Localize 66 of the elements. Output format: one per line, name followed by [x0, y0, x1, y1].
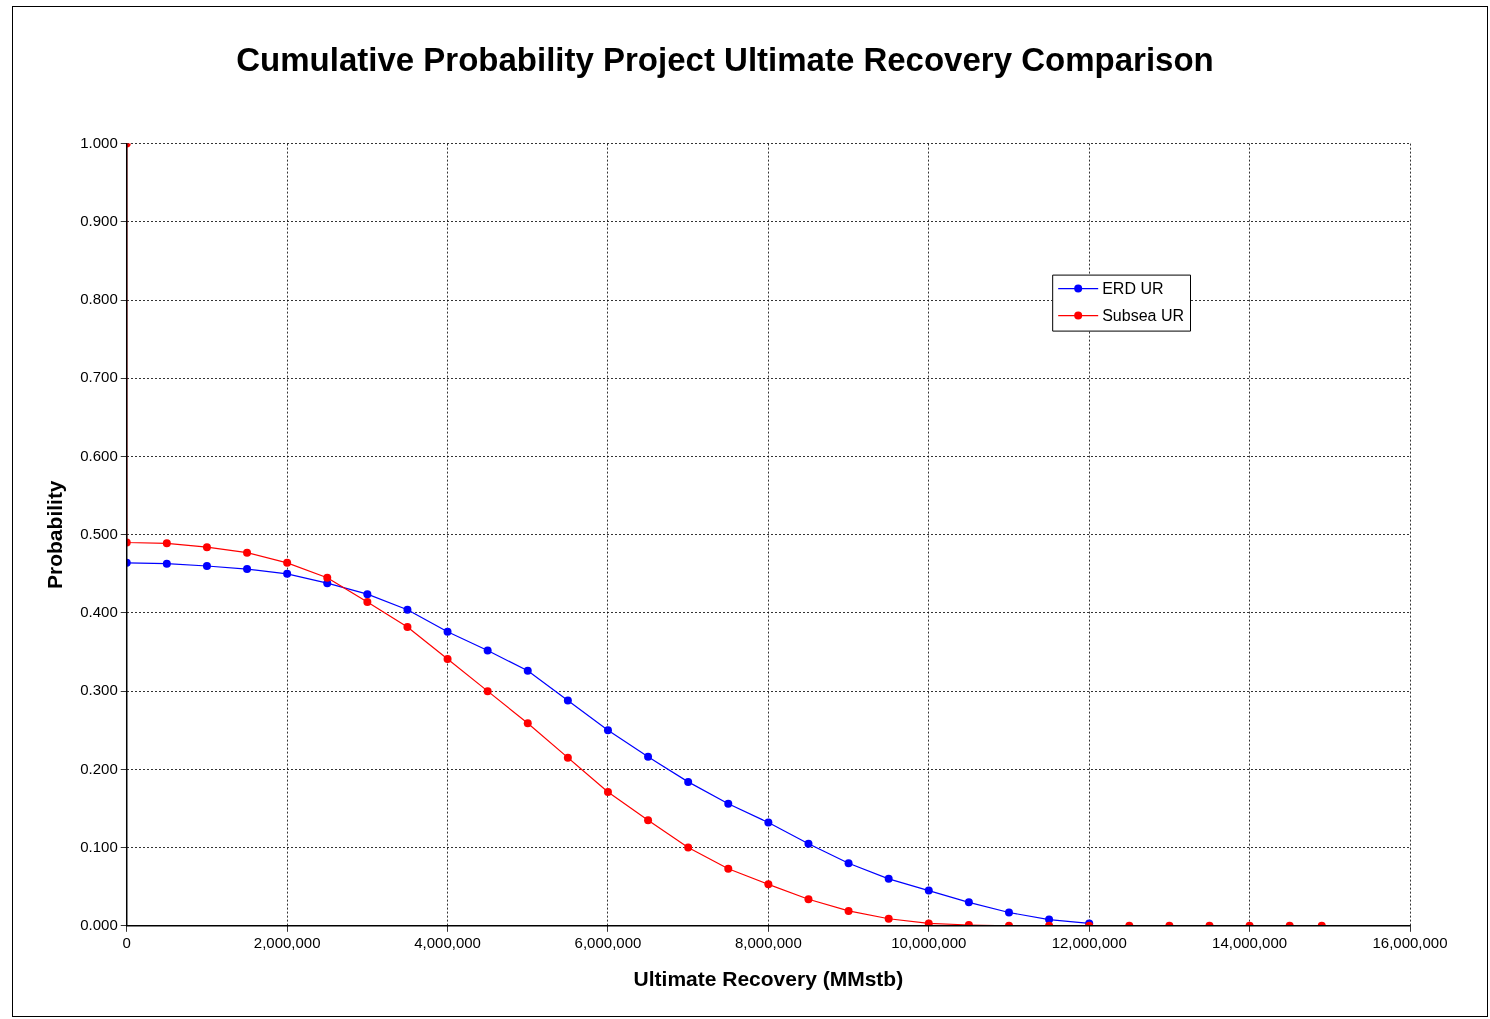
y-axis-title: Probability: [43, 480, 67, 589]
legend-label: ERD UR: [1102, 280, 1164, 298]
point: [804, 839, 813, 848]
point: [844, 906, 853, 915]
point: [202, 561, 211, 570]
point: [243, 565, 252, 574]
x-tick-label: 16,000,000: [1372, 933, 1448, 951]
point: [924, 886, 933, 895]
point: [443, 627, 452, 636]
x-tick-label: 4,000,000: [414, 933, 481, 951]
point: [443, 655, 452, 664]
point: [483, 646, 492, 655]
x-tick-label: 0: [122, 933, 131, 951]
y-tick-label: 1.000: [80, 133, 118, 151]
point: [403, 605, 412, 614]
point: [323, 573, 332, 582]
point: [483, 687, 492, 696]
y-tick-label: 0.100: [80, 837, 118, 855]
point: [844, 859, 853, 868]
point: [644, 752, 653, 761]
point: [202, 543, 211, 552]
x-tick-label: 6,000,000: [574, 933, 642, 951]
point: [684, 843, 693, 852]
y-tick-label: 0.000: [80, 915, 118, 933]
point: [804, 895, 813, 904]
y-tick-label: 0.700: [80, 368, 118, 386]
point: [884, 914, 893, 923]
point: [1004, 908, 1013, 917]
point: [363, 590, 372, 599]
point: [162, 559, 171, 568]
x-axis-title: Ultimate Recovery (MMstb): [633, 967, 904, 991]
point: [363, 597, 372, 606]
point: [684, 777, 693, 786]
point: [243, 548, 252, 557]
point: [162, 539, 171, 548]
point: [563, 753, 572, 762]
point: [884, 874, 893, 883]
point: [523, 666, 532, 675]
point: [764, 880, 773, 889]
point: [603, 788, 612, 797]
y-tick-label: 0.200: [80, 759, 118, 777]
y-tick-label: 0.900: [80, 211, 118, 229]
point: [603, 726, 612, 735]
y-tick-label: 0.500: [80, 524, 118, 542]
y-tick-label: 0.300: [80, 681, 118, 699]
point: [964, 898, 973, 907]
x-tick-label: 14,000,000: [1212, 933, 1288, 951]
x-tick-label: 8,000,000: [735, 933, 802, 951]
chart-title: Cumulative Probability Project Ultimate Recovery Comparison: [236, 40, 1214, 78]
point: [644, 816, 653, 825]
x-tick-label: 2,000,000: [253, 933, 321, 951]
point: [283, 558, 292, 567]
point: [724, 864, 733, 873]
point: [403, 623, 412, 631]
x-tick-label: 10,000,000: [891, 933, 967, 951]
legend-label: Subsea UR: [1102, 307, 1185, 325]
point: [924, 919, 933, 926]
point: [764, 818, 773, 827]
y-tick-label: 0.400: [80, 603, 118, 621]
y-tick-label: 0.600: [80, 446, 118, 464]
point: [523, 719, 532, 728]
point: [283, 569, 292, 578]
y-tick-label: 0.800: [80, 290, 118, 308]
point: [563, 696, 572, 705]
point: [724, 799, 733, 808]
x-tick-label: 12,000,000: [1051, 933, 1127, 951]
